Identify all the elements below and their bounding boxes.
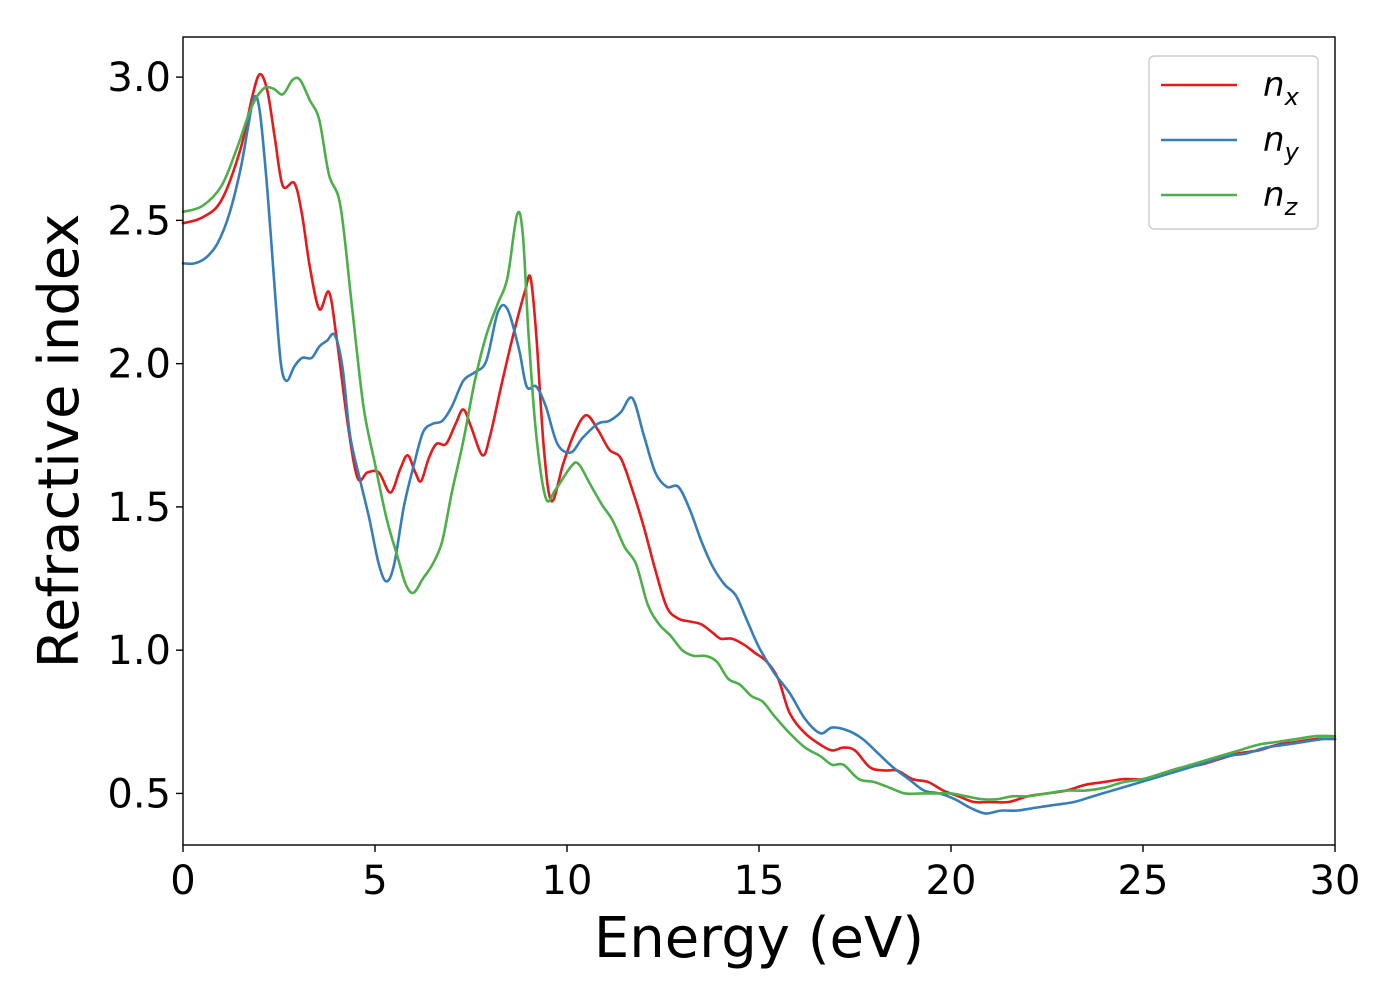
plot-frame	[182, 36, 1336, 846]
y-tick-label: 1.5	[107, 485, 171, 531]
legend-label-ny: ny	[1263, 120, 1300, 166]
x-tick-label: 10	[542, 858, 593, 904]
x-tick-label: 20	[926, 858, 977, 904]
legend-box	[1148, 55, 1319, 230]
x-axis-label: Energy (eV)	[594, 906, 924, 971]
x-tick-label: 0	[170, 858, 195, 904]
legend-label-nz: nz	[1263, 175, 1299, 221]
y-tick-label: 2.5	[107, 198, 171, 244]
x-tick-label: 25	[1118, 858, 1169, 904]
legend-label-nx: nx	[1263, 65, 1300, 111]
y-tick-label: 1.0	[107, 628, 171, 674]
y-axis-label: Refractive index	[27, 214, 92, 669]
x-tick-label: 5	[362, 858, 387, 904]
series-layer	[181, 72, 1337, 815]
y-tick-label: 2.0	[107, 342, 171, 388]
legend: nx ny nz	[1148, 55, 1319, 230]
tick-layer: 0 5 10 15 20 25 30 0.5 1.0 1.5 2.0 2.5 3.0	[107, 55, 1360, 904]
x-tick-label: 30	[1310, 858, 1361, 904]
series-line-ny	[181, 94, 1337, 815]
y-tick-label: 0.5	[107, 771, 171, 817]
y-tick-label: 3.0	[107, 55, 171, 101]
series-line-nz	[181, 76, 1337, 801]
x-tick-label: 15	[734, 858, 785, 904]
